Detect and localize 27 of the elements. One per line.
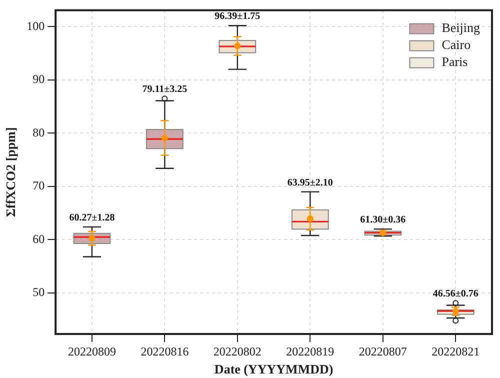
annotation: 46.56±0.76	[432, 288, 478, 300]
y-tick-label: 90	[32, 72, 45, 86]
annotation: 79.11±3.25	[142, 84, 188, 96]
y-tick-label: 50	[32, 285, 45, 300]
annotation: 63.95±2.10	[287, 177, 333, 188]
y-tick-label: 80	[32, 125, 45, 140]
legend-label: Paris	[442, 54, 468, 70]
point	[306, 215, 314, 222]
x-tick-label: 20220819	[286, 344, 334, 358]
x-tick-label: 20220802	[213, 344, 262, 358]
y-axis-title: ΣffXCO2 [ppm]	[3, 127, 18, 217]
y-tick-label: 60	[32, 232, 45, 246]
x-tick-label: 20220816	[140, 344, 189, 358]
y-tick-label: 100	[26, 18, 45, 33]
legend-label: Beijing	[442, 20, 480, 36]
annotation: 96.39±1.75	[214, 11, 260, 22]
x-tick-label: 20220821	[432, 344, 480, 358]
point	[88, 235, 96, 242]
point	[234, 42, 241, 50]
annotation: 60.27±1.28	[69, 212, 115, 224]
x-tick-label: 20220809	[68, 344, 116, 358]
point	[161, 134, 168, 142]
legend-label: Cairo	[442, 37, 471, 52]
x-tick-label: 20220807	[358, 344, 407, 358]
x-axis-title: Date (YYYYMMDD)	[214, 362, 334, 377]
annotation: 61.30±0.36	[360, 214, 406, 226]
y-tick-label: 70	[32, 178, 45, 193]
